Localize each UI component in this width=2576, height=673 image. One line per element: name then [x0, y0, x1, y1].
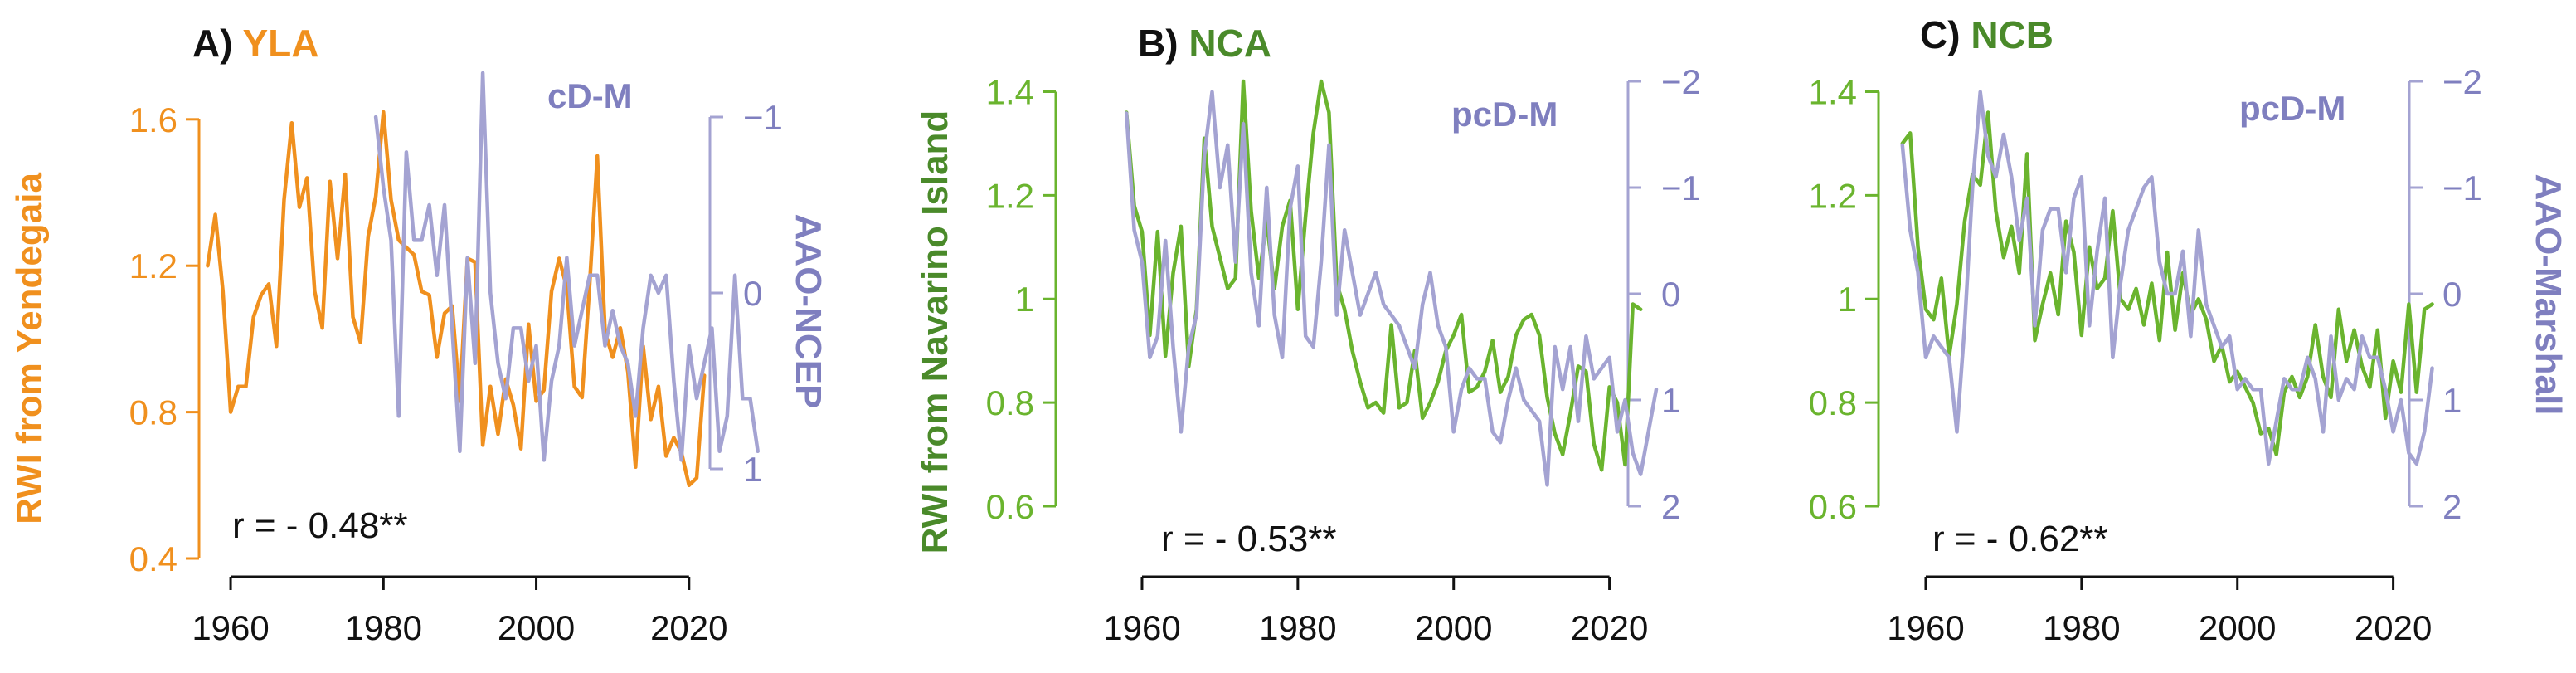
right-tick-label: 1	[2442, 381, 2462, 420]
x-tick-label: 1980	[1259, 608, 1336, 647]
x-tick-label: 2000	[2199, 608, 2276, 647]
x-tick-label: 2020	[650, 608, 727, 647]
left-tick-label: 1.6	[129, 100, 177, 139]
aao-series-line	[1900, 90, 2434, 466]
left-tick-label: 1.2	[986, 176, 1034, 215]
left-tick-label: 1	[1838, 280, 1857, 319]
right-tick-label: 1	[743, 450, 762, 489]
x-tick-label: 2000	[1415, 608, 1492, 647]
panel-b-nca: 1960 1980 2000 2020 0.6 0.8 1 1.2 1.4 −2 −1 0 1 2 B) N…	[915, 22, 1701, 647]
right-tick-label: −2	[2442, 62, 2482, 101]
right-axis-title: AAO-NCEP	[788, 214, 829, 409]
right-tick-label: 0	[743, 274, 762, 313]
x-tick-label: 1960	[1103, 608, 1180, 647]
series-label: pcD-M	[1451, 95, 1558, 134]
rwi-series-line	[1124, 79, 1643, 472]
left-tick-label: 0.8	[986, 383, 1034, 422]
left-tick-label: 0.8	[1809, 383, 1857, 422]
panel-site: YLA	[243, 22, 319, 65]
right-axis-title: AAO-Marshall	[2528, 174, 2569, 416]
panel-a-yla: 1960 1980 2000 2020 0.4 0.8 1.2 1.6 −1 0 1 A) YLA cD…	[9, 22, 829, 647]
correlation-text: r = - 0.53**	[1161, 519, 1337, 559]
x-tick-label: 1980	[2043, 608, 2120, 647]
right-tick-label: 0	[1661, 275, 1680, 314]
right-tick-label: −1	[2442, 168, 2482, 207]
panel-site: NCB	[1971, 13, 2054, 56]
x-tick-label: 2000	[498, 608, 575, 647]
correlation-text: r = - 0.48**	[232, 505, 408, 546]
rwi-series-line	[1900, 110, 2434, 456]
right-tick-label: 1	[1661, 381, 1680, 420]
rwi-series-line	[206, 110, 707, 488]
left-tick-label: 1.2	[129, 246, 177, 285]
x-tick-label: 1980	[345, 608, 422, 647]
x-tick-label: 1960	[1887, 608, 1964, 647]
panel-c-ncb: 1960 1980 2000 2020 0.6 0.8 1 1.2 1.4 −2 −1 0 1 2 C) N…	[1809, 13, 2569, 647]
right-tick-label: −1	[743, 98, 783, 137]
correlation-text: r = - 0.62**	[1932, 519, 2108, 559]
right-tick-label: 0	[2442, 275, 2462, 314]
left-tick-label: 0.4	[129, 539, 177, 578]
panel-letter: A)	[192, 22, 243, 65]
left-tick-label: 0.8	[129, 393, 177, 432]
panel-site: NCA	[1188, 22, 1271, 65]
left-axis-title: RWI from Navarino Island	[915, 110, 955, 554]
panel-title: C) NCB	[1920, 13, 2054, 56]
series-label: pcD-M	[2239, 89, 2345, 128]
left-tick-label: 1	[1015, 280, 1034, 319]
x-tick-label: 2020	[1571, 608, 1648, 647]
right-tick-label: −2	[1661, 62, 1701, 101]
left-tick-label: 1.2	[1809, 176, 1857, 215]
x-tick-label: 1960	[192, 608, 269, 647]
left-axis-title: RWI from Yendegaia	[9, 173, 50, 524]
right-tick-label: 2	[2442, 487, 2462, 526]
aao-series-line	[1124, 90, 1659, 487]
panel-title: B) NCA	[1138, 22, 1271, 65]
left-tick-label: 1.4	[986, 72, 1034, 111]
series-label: cD-M	[547, 76, 633, 115]
left-tick-label: 0.6	[986, 487, 1034, 526]
panel-title: A) YLA	[192, 22, 319, 65]
panel-letter: B)	[1138, 22, 1188, 65]
left-tick-label: 1.4	[1809, 72, 1857, 111]
left-tick-label: 0.6	[1809, 487, 1857, 526]
right-tick-label: −1	[1661, 168, 1701, 207]
panel-letter: C)	[1920, 13, 1971, 56]
aao-series-line	[373, 71, 760, 462]
x-tick-label: 2020	[2355, 608, 2432, 647]
right-tick-label: 2	[1661, 487, 1680, 526]
